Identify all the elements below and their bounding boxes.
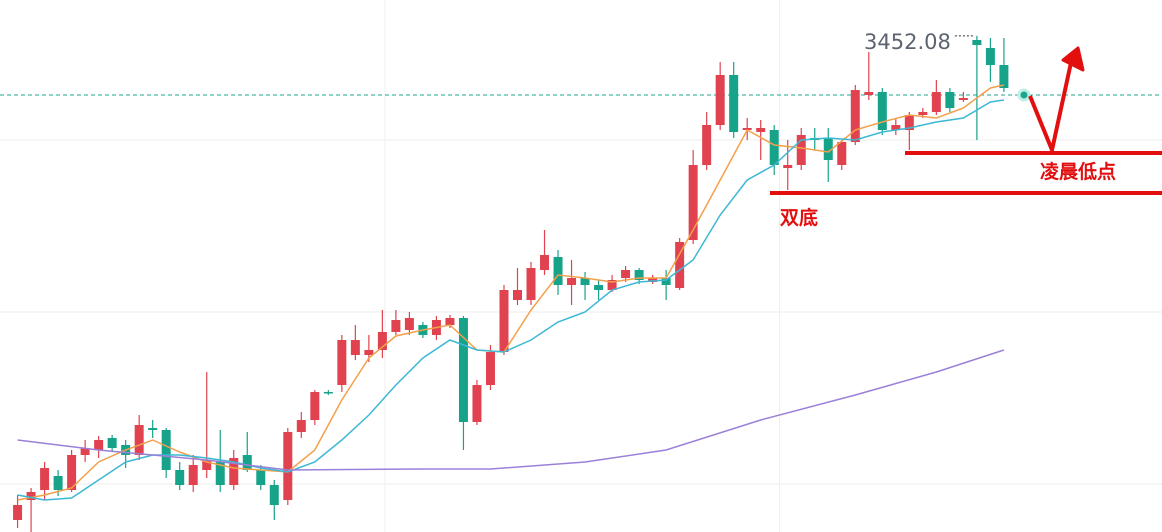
candle-body — [40, 468, 50, 490]
candle-body — [215, 462, 225, 485]
candle-body — [107, 438, 117, 448]
candle-body — [931, 92, 941, 112]
candle-body — [458, 318, 468, 422]
candle-body — [445, 318, 455, 325]
candle-body — [94, 440, 104, 450]
arrow-head — [1061, 46, 1085, 72]
candle-body — [350, 340, 360, 355]
moving-average-line — [17, 84, 1005, 501]
candle-body — [364, 350, 374, 355]
last-price-dot — [1017, 88, 1031, 102]
candle-body — [621, 270, 631, 278]
candle-body — [323, 392, 333, 394]
candle-body — [715, 75, 725, 125]
candle-body — [918, 112, 928, 115]
candle-body — [148, 428, 158, 430]
candle-body — [80, 448, 90, 455]
candle-body — [972, 40, 982, 45]
candle-body — [904, 115, 914, 130]
moving-average-line — [17, 99, 1005, 501]
candle-body — [499, 290, 509, 352]
candle-body — [661, 278, 671, 285]
candle-body — [404, 318, 414, 330]
candle-body — [26, 492, 36, 500]
candle-body — [175, 470, 185, 485]
moving-average-line — [17, 349, 1005, 471]
candle-body — [783, 165, 793, 168]
candle-body — [580, 278, 590, 285]
candle-body — [553, 257, 563, 285]
candle-body — [985, 48, 995, 65]
candle-body — [945, 92, 955, 108]
candle-body — [310, 392, 320, 420]
candle-body — [296, 420, 306, 432]
candle-body — [850, 90, 860, 142]
candle-body — [594, 285, 604, 290]
candle-body — [796, 135, 806, 165]
candle-body — [472, 385, 482, 422]
candle-body — [634, 270, 644, 280]
candle-body — [823, 138, 833, 160]
candle-body — [161, 430, 171, 470]
candle-body — [512, 290, 522, 300]
candle-body — [377, 332, 387, 350]
candle-body — [526, 268, 536, 300]
candle-body — [958, 98, 968, 100]
candle-body — [648, 278, 658, 282]
candle-body — [729, 75, 739, 132]
candle-body — [864, 92, 874, 95]
high-label: 3452.08 — [864, 30, 951, 54]
candle-body — [999, 65, 1009, 88]
candle-body — [391, 320, 401, 332]
candle-body — [877, 92, 887, 130]
candle-body — [769, 130, 779, 165]
trend-arrow — [1028, 57, 1074, 152]
candle-body — [756, 128, 766, 132]
candle-body — [256, 470, 266, 485]
candle-body — [202, 460, 212, 470]
candle-body — [891, 125, 901, 130]
candle-body — [134, 425, 144, 455]
candle-body — [53, 476, 63, 490]
candle-body — [837, 142, 847, 165]
candle-body — [337, 340, 347, 385]
candle-body — [283, 432, 293, 500]
candle-body — [67, 455, 77, 490]
candle-body — [567, 278, 577, 285]
annotation-label: 双底 — [780, 206, 818, 229]
candle-body — [688, 165, 698, 240]
candle-body — [485, 352, 495, 385]
annotation-label: 凌晨低点 — [1040, 160, 1116, 183]
candle-body — [229, 458, 239, 485]
candle-body — [675, 242, 685, 288]
candle-body — [702, 125, 712, 165]
candle-body — [269, 485, 279, 505]
candle-body — [188, 465, 198, 485]
candle-body — [742, 128, 752, 130]
candle-body — [540, 255, 550, 270]
candle-body — [13, 505, 23, 520]
candle-body — [607, 280, 617, 290]
candle-body — [242, 455, 252, 470]
